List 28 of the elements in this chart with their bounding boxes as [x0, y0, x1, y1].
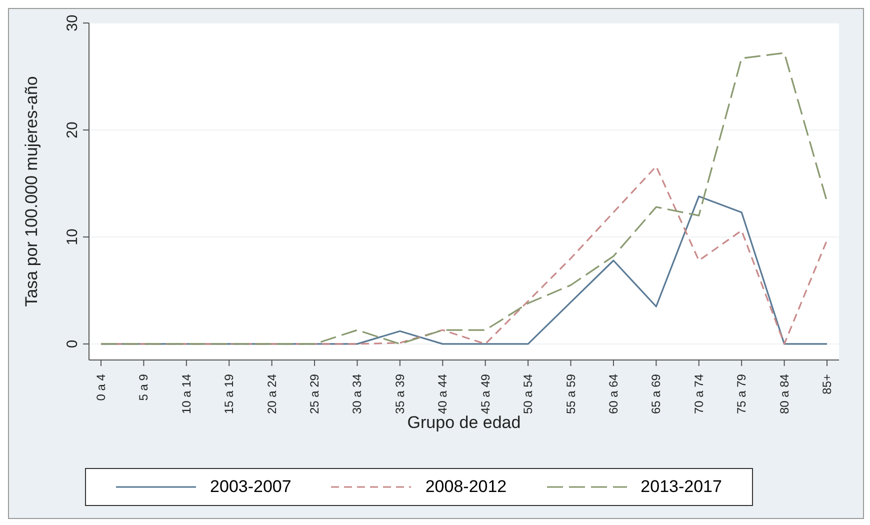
y-tick-label: 0 [64, 340, 81, 348]
x-tick-label: 5 a 9 [136, 374, 151, 401]
x-tick-label: 0 a 4 [94, 374, 108, 401]
y-tick-label: 20 [64, 122, 81, 138]
x-tick-label: 80 a 84 [777, 374, 792, 414]
y-tick-label: 30 [64, 14, 81, 32]
legend-label: 2003-2007 [210, 477, 292, 497]
x-tick-label: 40 a 44 [436, 374, 450, 414]
x-tick-label: 75 a 79 [734, 374, 749, 414]
x-tick-label: 35 a 39 [392, 374, 407, 414]
x-tick-label: 60 a 64 [606, 374, 620, 414]
x-tick-label: 45 a 49 [478, 374, 492, 414]
x-tick-label: 55 a 59 [564, 374, 578, 414]
x-tick-label: 30 a 34 [350, 374, 364, 414]
legend-label: 2013-2017 [640, 477, 722, 497]
y-axis-title: Tasa por 100.000 mujeres-año [22, 76, 42, 307]
y-tick-label: 10 [64, 228, 81, 246]
x-tick-label: 50 a 54 [521, 374, 536, 414]
x-tick-label: 10 a 14 [179, 374, 194, 414]
x-tick-label: 25 a 29 [308, 374, 322, 414]
legend-label: 2008-2012 [425, 477, 507, 497]
x-tick-label: 85+ [820, 374, 834, 394]
x-tick-label: 15 a 19 [222, 374, 236, 414]
line-series [100, 52, 828, 345]
x-tick-label: 20 a 24 [264, 374, 279, 414]
x-tick-label: 70 a 74 [692, 374, 706, 414]
x-tick-label: 65 a 69 [649, 374, 664, 414]
x-axis-title: Grupo de edad [407, 413, 521, 432]
